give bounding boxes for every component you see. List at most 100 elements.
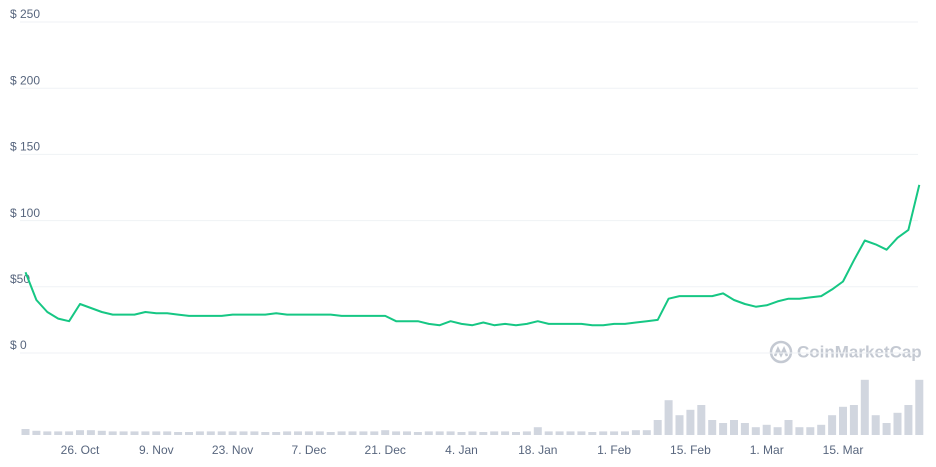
x-tick-label: 7. Dec (292, 443, 327, 457)
volume-bar (348, 431, 357, 435)
volume-bar (544, 431, 553, 435)
volume-bar (381, 430, 390, 435)
volume-bar (479, 432, 488, 435)
volume-bar (65, 431, 74, 435)
volume-bar (631, 430, 640, 435)
volume-bar (86, 430, 95, 435)
volume-bar (97, 430, 106, 435)
volume-bar (370, 431, 379, 435)
x-tick-label: 4. Jan (445, 443, 478, 457)
volume-bar (250, 431, 259, 435)
y-tick-label: $ 250 (10, 7, 40, 21)
volume-bar (261, 432, 270, 435)
volume-bar (54, 431, 63, 435)
volume-bar (555, 431, 564, 435)
volume-bar (708, 420, 717, 435)
volume-bar (457, 432, 466, 435)
volume-bar (130, 431, 139, 435)
volume-bar (272, 432, 281, 435)
volume-bar (304, 431, 313, 435)
x-tick-label: 9. Nov (139, 443, 174, 457)
y-tick-label: $ 150 (10, 140, 40, 154)
volume-bar (283, 431, 292, 435)
x-tick-label: 26. Oct (61, 443, 100, 457)
volume-bar (490, 431, 499, 435)
volume-bar (468, 431, 477, 435)
volume-bar (686, 409, 695, 435)
volume-bar (424, 431, 433, 435)
volume-bar (773, 427, 782, 435)
volume-bar (185, 432, 193, 435)
volume-bar (141, 431, 150, 435)
volume-bar (119, 431, 128, 435)
volume-bar (326, 432, 335, 435)
volume-bar (839, 406, 847, 435)
volume-bar (522, 431, 531, 435)
volume-bar (849, 405, 858, 435)
watermark-logo (769, 340, 793, 364)
volume-bar (435, 431, 444, 435)
volume-bar (501, 431, 510, 435)
volume-bar (217, 431, 226, 435)
volume-bar (195, 431, 204, 435)
y-tick-label: $50 (10, 272, 30, 286)
volume-bar (315, 431, 324, 435)
volume-bar (882, 423, 891, 435)
volume-bar (108, 431, 117, 435)
volume-bar (206, 431, 215, 435)
x-tick-label: 1. Mar (750, 443, 784, 457)
volume-bar (239, 431, 248, 435)
volume-bar (784, 420, 793, 435)
volume-bar (653, 420, 662, 435)
volume-bar (664, 400, 673, 435)
x-tick-label: 15. Feb (670, 443, 711, 457)
volume-bar (577, 431, 586, 435)
price-line (24, 184, 921, 327)
volume-bar (751, 427, 760, 435)
volume-bar (413, 432, 422, 435)
volume-bar (860, 379, 869, 435)
y-tick-label: $ 200 (10, 73, 40, 87)
volume-bar (174, 432, 183, 435)
watermark: CoinMarketCap (797, 342, 922, 361)
volume-bar (21, 429, 30, 435)
volume-bar (697, 405, 706, 435)
y-tick-label: $ 100 (10, 206, 40, 220)
volume-bar (621, 431, 629, 435)
grid (20, 21, 918, 354)
x-tick-label: 23. Nov (212, 443, 253, 457)
volume-bar (392, 431, 401, 435)
volume-bar (337, 431, 346, 435)
volume-bar (762, 424, 771, 435)
volume-bar (904, 405, 913, 435)
y-tick-label: $ 0 (10, 338, 27, 352)
volume-bar (610, 431, 619, 435)
volume-bar (915, 379, 924, 435)
volume-bar (228, 431, 237, 435)
volume-bar (893, 412, 902, 435)
volume-bar (403, 431, 411, 435)
volume-bar (730, 420, 738, 435)
volume-bar (795, 427, 804, 435)
x-tick-label: 18. Jan (518, 443, 557, 457)
x-tick-label: 21. Dec (365, 443, 406, 457)
volume-bar (533, 427, 542, 435)
volume-bar (719, 423, 728, 435)
volume-bar (871, 415, 880, 435)
volume-bar (566, 431, 575, 435)
volume-bar (163, 431, 172, 435)
x-tick-label: 15. Mar (823, 443, 864, 457)
x-tick-label: 1. Feb (597, 443, 631, 457)
volume-bar (599, 431, 608, 435)
volume-bar (740, 423, 749, 435)
volume-bar (294, 431, 302, 435)
volume-bar (512, 432, 520, 435)
volume-bar (588, 432, 597, 435)
volume-bar (43, 431, 52, 435)
volume-bar (446, 431, 455, 435)
volume-bar (828, 415, 837, 435)
volume-bar (76, 430, 84, 435)
volume-bar (675, 415, 684, 435)
volume-bar (642, 430, 651, 435)
volume-bar (152, 431, 161, 435)
